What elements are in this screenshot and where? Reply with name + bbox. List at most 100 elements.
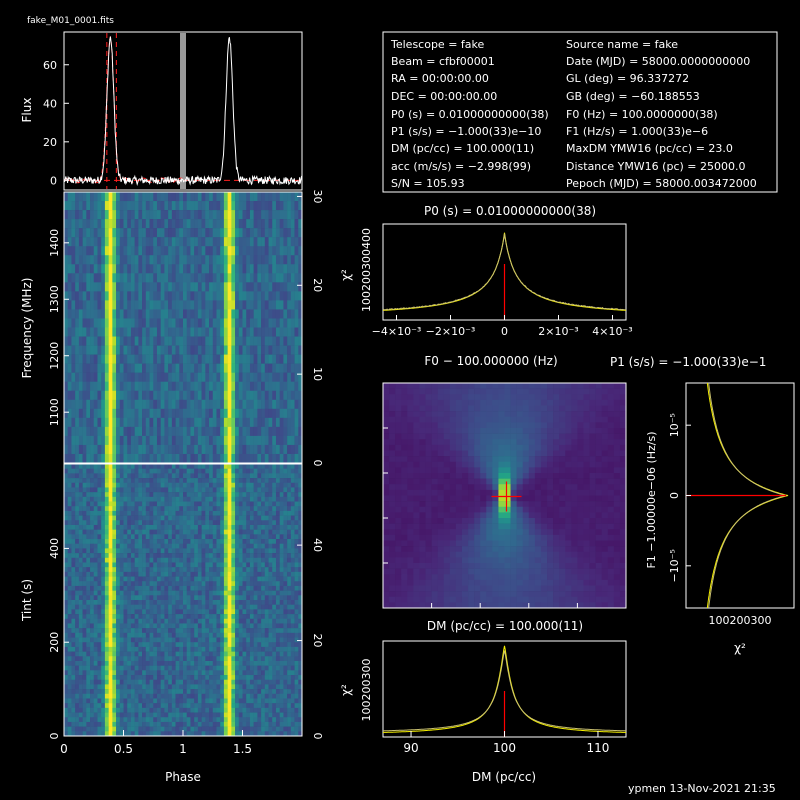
waterfall-cell [130, 363, 135, 373]
waterfall-cell [186, 660, 191, 666]
waterfall-cell [264, 670, 269, 676]
waterfall-cell [153, 679, 158, 685]
waterfall-cell [216, 632, 221, 638]
waterfall-cell [171, 192, 176, 202]
waterfall-cell [164, 300, 169, 310]
waterfall-cell [264, 665, 269, 671]
waterfall-cell [186, 492, 191, 498]
waterfall-cell [67, 543, 72, 549]
waterfall-cell [227, 618, 232, 624]
waterfall-cell [156, 684, 161, 690]
waterfall-cell [142, 501, 147, 507]
waterfall-cell [227, 614, 232, 620]
waterfall-cell [197, 345, 202, 355]
waterfall-cell [71, 679, 76, 685]
waterfall-cell [171, 468, 176, 474]
waterfall-cell [145, 604, 150, 610]
waterfall-cell [249, 246, 254, 256]
waterfall-cell [287, 345, 292, 355]
waterfall-cell [186, 435, 191, 446]
waterfall-cell [253, 318, 258, 328]
waterfall-cell [149, 637, 154, 643]
waterfall-cell [261, 539, 266, 545]
waterfall-cell [127, 228, 132, 238]
waterfall-cell [119, 590, 124, 596]
waterfall-cell [123, 684, 128, 690]
waterfall-cell [261, 637, 266, 643]
waterfall-cell [264, 327, 269, 337]
waterfall-cell [112, 529, 117, 535]
waterfall-cell [179, 520, 184, 526]
waterfall-cell [93, 623, 98, 629]
waterfall-cell [112, 336, 117, 346]
waterfall-cell [90, 435, 95, 446]
waterfall-cell [298, 273, 303, 283]
waterfall-cell [272, 571, 277, 577]
waterfall-cell [190, 571, 195, 577]
waterfall-cell [97, 548, 102, 554]
waterfall-cell [104, 372, 109, 382]
waterfall-cell [93, 665, 98, 671]
waterfall-cell [71, 291, 76, 301]
waterfall-cell [194, 614, 199, 620]
waterfall-cell [64, 604, 69, 610]
waterfall-cell [123, 637, 128, 643]
waterfall-cell [261, 468, 266, 474]
waterfall-cell [209, 444, 214, 455]
waterfall-cell [290, 426, 295, 437]
waterfall-cell [108, 501, 113, 507]
waterfall-cell [238, 408, 243, 419]
waterfall-cell [220, 228, 225, 238]
waterfall-cell [168, 246, 173, 256]
waterfall-cell [130, 473, 135, 479]
waterfall-cell [283, 381, 288, 392]
waterfall-cell [164, 408, 169, 419]
waterfall-cell [78, 642, 83, 648]
waterfall-cell [275, 372, 280, 382]
waterfall-cell [179, 264, 184, 274]
waterfall-cell [119, 534, 124, 540]
waterfall-cell [160, 548, 165, 554]
waterfall-cell [190, 595, 195, 601]
waterfall-cell [186, 675, 191, 681]
waterfall-cell [168, 510, 173, 516]
waterfall-cell [246, 381, 251, 392]
waterfall-cell [130, 408, 135, 419]
waterfall-cell [104, 642, 109, 648]
waterfall-cell [112, 468, 117, 474]
waterfall-cell [261, 595, 266, 601]
waterfall-cell [127, 408, 132, 419]
waterfall-cell [78, 609, 83, 615]
waterfall-cell [190, 656, 195, 662]
waterfall-cell [231, 604, 236, 610]
waterfall-cell [97, 399, 102, 410]
waterfall-cell [116, 539, 121, 545]
waterfall-cell [183, 623, 188, 629]
waterfall-cell [253, 646, 258, 652]
waterfall-cell [220, 300, 225, 310]
waterfall-cell [283, 632, 288, 638]
waterfall-cell [108, 363, 113, 373]
waterfall-cell [283, 435, 288, 446]
waterfall-cell [272, 327, 277, 337]
waterfall-cell [116, 670, 121, 676]
waterfall-cell [156, 444, 161, 455]
waterfall-cell [93, 228, 98, 238]
waterfall-cell [201, 492, 206, 498]
waterfall-cell [127, 637, 132, 643]
waterfall-cell [209, 435, 214, 446]
waterfall-cell [82, 600, 87, 605]
waterfall-cell [86, 417, 91, 428]
waterfall-cell [246, 534, 251, 540]
waterfall-cell [108, 628, 113, 634]
waterfall-cell [90, 534, 95, 540]
waterfall-cell [231, 492, 236, 498]
waterfall-cell [190, 501, 195, 507]
waterfall-cell [212, 515, 217, 521]
waterfall-cell [86, 590, 91, 596]
waterfall-cell [201, 192, 206, 202]
waterfall-cell [231, 408, 236, 419]
waterfall-cell [104, 354, 109, 364]
waterfall-cell [86, 576, 91, 582]
waterfall-cell [194, 501, 199, 507]
